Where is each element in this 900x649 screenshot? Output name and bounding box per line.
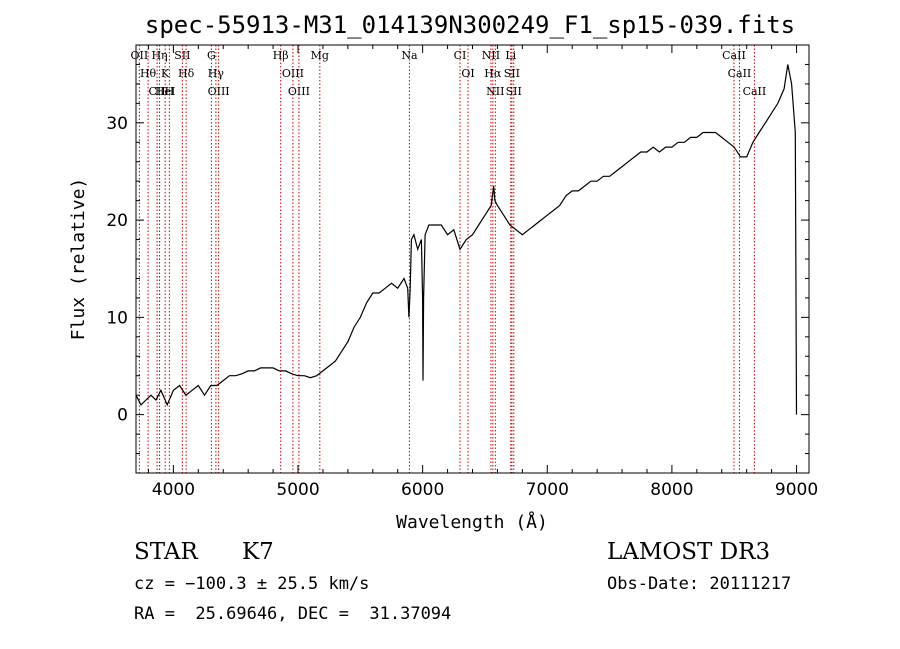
y-tick-label-1: 10 (106, 308, 128, 328)
line-marker-label-14-0: Mg (311, 49, 329, 62)
line-marker-label-16-0: CI (454, 49, 467, 62)
x-tick-label-4: 8000 (650, 480, 693, 500)
line-marker-label-20-0: NII (486, 85, 504, 98)
line-markers (138, 45, 755, 473)
line-marker-label-1-0: Hθ (140, 67, 157, 80)
line-marker-label-13-0: OIII (288, 85, 310, 98)
survey-name: LAMOST DR3 (607, 539, 771, 565)
line-marker-label-21-0: Li (505, 49, 516, 62)
spectral-class: STAR (134, 539, 198, 565)
line-marker-label-11-0: Hβ (273, 49, 289, 62)
line-marker-label-26-0: CaII (743, 85, 767, 98)
line-marker-label-24-0: CaII (722, 49, 746, 62)
chart-title: spec-55913-M31_014139N300249_F1_sp15-039… (145, 11, 795, 39)
line-marker-label-8-0: G (207, 49, 216, 62)
line-marker-label-6-0: SII (174, 49, 190, 62)
y-axis-label: Flux (relative) (68, 178, 89, 341)
y-tick-label-3: 30 (106, 114, 128, 134)
y-tick-label-2: 20 (106, 211, 128, 231)
line-marker-label-7-0: Hδ (178, 67, 195, 80)
x-tick-label-0: 4000 (152, 480, 195, 500)
line-marker-label-3-0: Hη (151, 49, 167, 62)
x-tick-label-1: 5000 (276, 480, 319, 500)
line-marker-label-17-0: OI (461, 67, 474, 80)
line-marker-label-2-0: CII (149, 85, 166, 98)
velocity-readout: cz = −100.3 ± 25.5 km/s (134, 574, 370, 594)
x-axis-ticks: 4000 5000 6000 7000 8000 9000 (147, 45, 818, 500)
y-axis-ticks: 0 10 20 30 (106, 63, 809, 455)
line-marker-label-5-0: H (165, 85, 175, 98)
x-axis-label: Wavelength (Å) (396, 511, 548, 533)
line-marker-label-12-0: OIII (282, 67, 304, 80)
coordinates-readout: RA = 25.69646, DEC = 31.37094 (134, 604, 452, 624)
plot-frame (135, 44, 810, 474)
line-marker-label-9-0: Hγ (208, 67, 225, 80)
x-tick-label-2: 6000 (401, 480, 444, 500)
spectrum-series (135, 64, 798, 415)
x-tick-label-5: 9000 (775, 480, 818, 500)
line-marker-label-4-1: HeI (155, 85, 175, 98)
obs-date: Obs-Date: 20111217 (607, 574, 792, 594)
spectral-subclass: K7 (242, 539, 274, 565)
line-marker-label-25-0: CaII (728, 67, 752, 80)
line-marker-label-23-0: SII (506, 85, 522, 98)
line-marker-label-18-0: NII (482, 49, 500, 62)
spectrum-line-0 (135, 64, 798, 415)
line-marker-label-15-0: Na (401, 49, 418, 62)
line-marker-label-19-0: Hα (484, 67, 502, 80)
x-tick-label-3: 7000 (526, 480, 569, 500)
line-marker-label-10-0: OIII (208, 85, 230, 98)
line-marker-label-0-0: OII (131, 49, 149, 62)
line-marker-label-4-0: K (161, 67, 170, 80)
line-marker-label-22-0: SII (504, 67, 520, 80)
y-tick-label-0: 0 (117, 406, 128, 426)
